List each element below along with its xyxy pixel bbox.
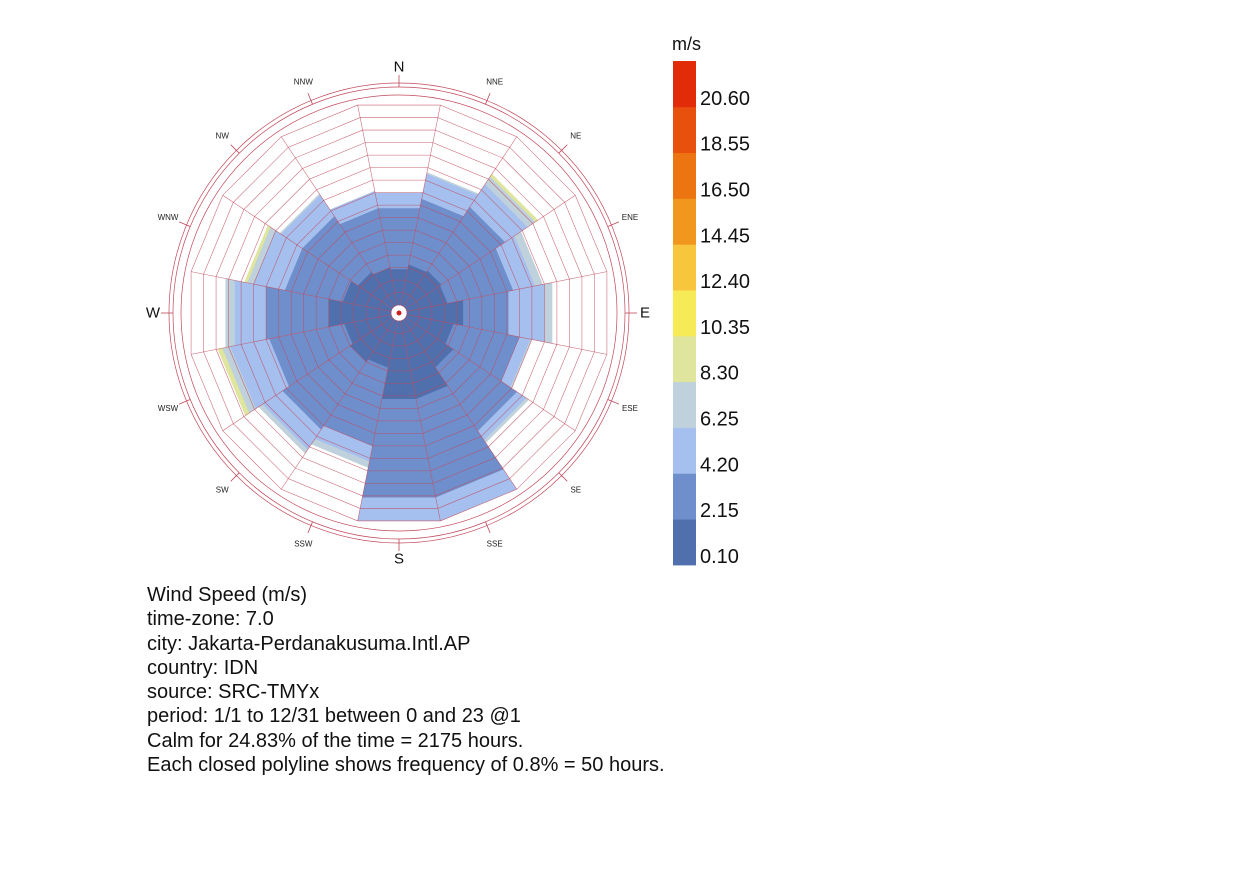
legend-swatch-2 <box>673 427 696 474</box>
direction-label-W: W <box>146 305 161 322</box>
info-city: city: Jakarta-Perdanakusuma.Intl.AP <box>147 632 471 655</box>
petal-SE-bin-0 <box>403 317 454 368</box>
legend-swatch-1 <box>673 473 696 520</box>
spoke-line <box>400 320 441 521</box>
spoke-line <box>406 271 607 312</box>
petal-WSW-bin-0 <box>344 314 393 345</box>
legend-swatch-4 <box>673 335 696 383</box>
spoke-line <box>400 105 441 306</box>
info-timezone: time-zone: 7.0 <box>147 608 274 631</box>
legend-label-7: 14.45 <box>700 225 750 247</box>
legend-swatch-6 <box>673 244 696 291</box>
direction-label-ESE: ESE <box>622 404 638 413</box>
info-source: source: SRC-TMYx <box>147 681 320 704</box>
spoke-line <box>357 105 398 306</box>
legend-swatch-8 <box>673 152 696 199</box>
calm-center <box>396 310 402 316</box>
petal-NNW-bin-0 <box>373 267 398 307</box>
legend-label-2: 4.20 <box>700 454 739 476</box>
petal-SW-bin-0 <box>349 317 395 363</box>
legend-label-3: 6.25 <box>700 409 739 431</box>
direction-label-N: N <box>394 59 405 76</box>
petal-E-bin-0 <box>406 300 464 326</box>
direction-tick <box>178 399 191 405</box>
legend-label-10: 20.60 <box>700 88 750 110</box>
petal-ENE-bin-0 <box>405 285 448 312</box>
direction-label-ENE: ENE <box>622 213 638 222</box>
petal-ESE-bin-0 <box>405 314 454 345</box>
legend-label-5: 10.35 <box>700 317 750 339</box>
petal-NE-bin-0 <box>403 270 442 309</box>
legend-swatch-7 <box>673 198 696 245</box>
direction-tick <box>230 472 240 482</box>
direction-label-SW: SW <box>216 485 229 494</box>
spoke-line <box>405 317 576 432</box>
spoke-line <box>403 136 518 307</box>
direction-label-NW: NW <box>216 132 230 141</box>
legend-label-8: 16.50 <box>700 179 750 201</box>
petal-N-bin-1 <box>378 208 420 306</box>
direction-label-NNE: NNE <box>486 78 503 87</box>
spoke-line <box>405 194 576 309</box>
direction-label-E: E <box>640 305 650 322</box>
direction-label-WNW: WNW <box>158 213 179 222</box>
legend-label-4: 8.30 <box>700 363 739 385</box>
legend-swatch-3 <box>673 381 696 428</box>
spoke-line <box>191 271 392 312</box>
petal-NNE-bin-0 <box>400 264 427 307</box>
spoke-line <box>357 320 398 521</box>
direction-tick <box>307 521 313 534</box>
direction-label-NE: NE <box>570 132 581 141</box>
spoke-line <box>280 319 395 490</box>
info-period: period: 1/1 to 12/31 between 0 and 23 @1 <box>147 705 521 728</box>
direction-label-SSW: SSW <box>294 539 313 548</box>
petal-N-bin-0 <box>390 269 408 306</box>
direction-tick <box>485 92 491 105</box>
direction-labels: N NNE NE ENE E ESE SE SSE S SSW SW WSW W WNW NW NNW <box>146 59 650 568</box>
direction-label-WSW: WSW <box>158 404 179 413</box>
direction-tick <box>178 221 191 227</box>
info-calm: Calm for 24.83% of the time = 2175 hours… <box>147 729 524 752</box>
spoke-line <box>403 319 518 490</box>
legend-label-9: 18.55 <box>700 134 750 156</box>
legend-unit-title: m/s <box>672 34 701 54</box>
direction-label-SE: SE <box>570 485 581 494</box>
direction-tick <box>558 472 568 482</box>
info-title: Wind Speed (m/s) <box>147 584 308 606</box>
legend-swatch-0 <box>673 519 696 566</box>
direction-label-NNW: NNW <box>294 78 314 87</box>
wind-rose-petals <box>217 172 553 521</box>
direction-tick <box>485 521 491 534</box>
petal-S-bin-0 <box>381 320 417 400</box>
direction-label-SSE: SSE <box>487 539 503 548</box>
petal-S-bin-1 <box>362 320 436 498</box>
speed-legend: m/s 0.10 2.15 4.20 6.25 8.30 10.35 12.40 14.45 1… <box>672 34 750 568</box>
spoke-line <box>280 136 395 307</box>
direction-tick <box>558 144 568 154</box>
outer-circle <box>180 94 618 532</box>
wind-rose-info: Wind Speed (m/s) time-zone: 7.0 city: Ja… <box>147 583 665 777</box>
direction-tick <box>607 221 620 227</box>
spoke-line <box>406 314 607 355</box>
direction-tick <box>230 144 240 154</box>
petal-SSW-bin-0 <box>367 319 398 368</box>
legend-label-1: 2.15 <box>700 500 739 522</box>
spoke-line <box>222 317 393 432</box>
legend-label-0: 0.10 <box>700 546 739 568</box>
info-polyline-note: Each closed polyline shows frequency of … <box>147 754 665 777</box>
direction-label-S: S <box>394 551 404 568</box>
spoke-line <box>191 314 392 355</box>
spoke-line <box>222 194 393 309</box>
petal-WNW-bin-0 <box>342 281 393 312</box>
legend-label-6: 12.40 <box>700 271 750 293</box>
legend-swatch-9 <box>673 106 696 154</box>
direction-tick <box>307 92 313 105</box>
info-country: country: IDN <box>147 656 259 679</box>
legend-swatch-10 <box>673 61 696 108</box>
petal-W-bin-0 <box>328 299 392 327</box>
direction-tick <box>607 399 620 405</box>
legend-swatch-5 <box>673 290 696 337</box>
